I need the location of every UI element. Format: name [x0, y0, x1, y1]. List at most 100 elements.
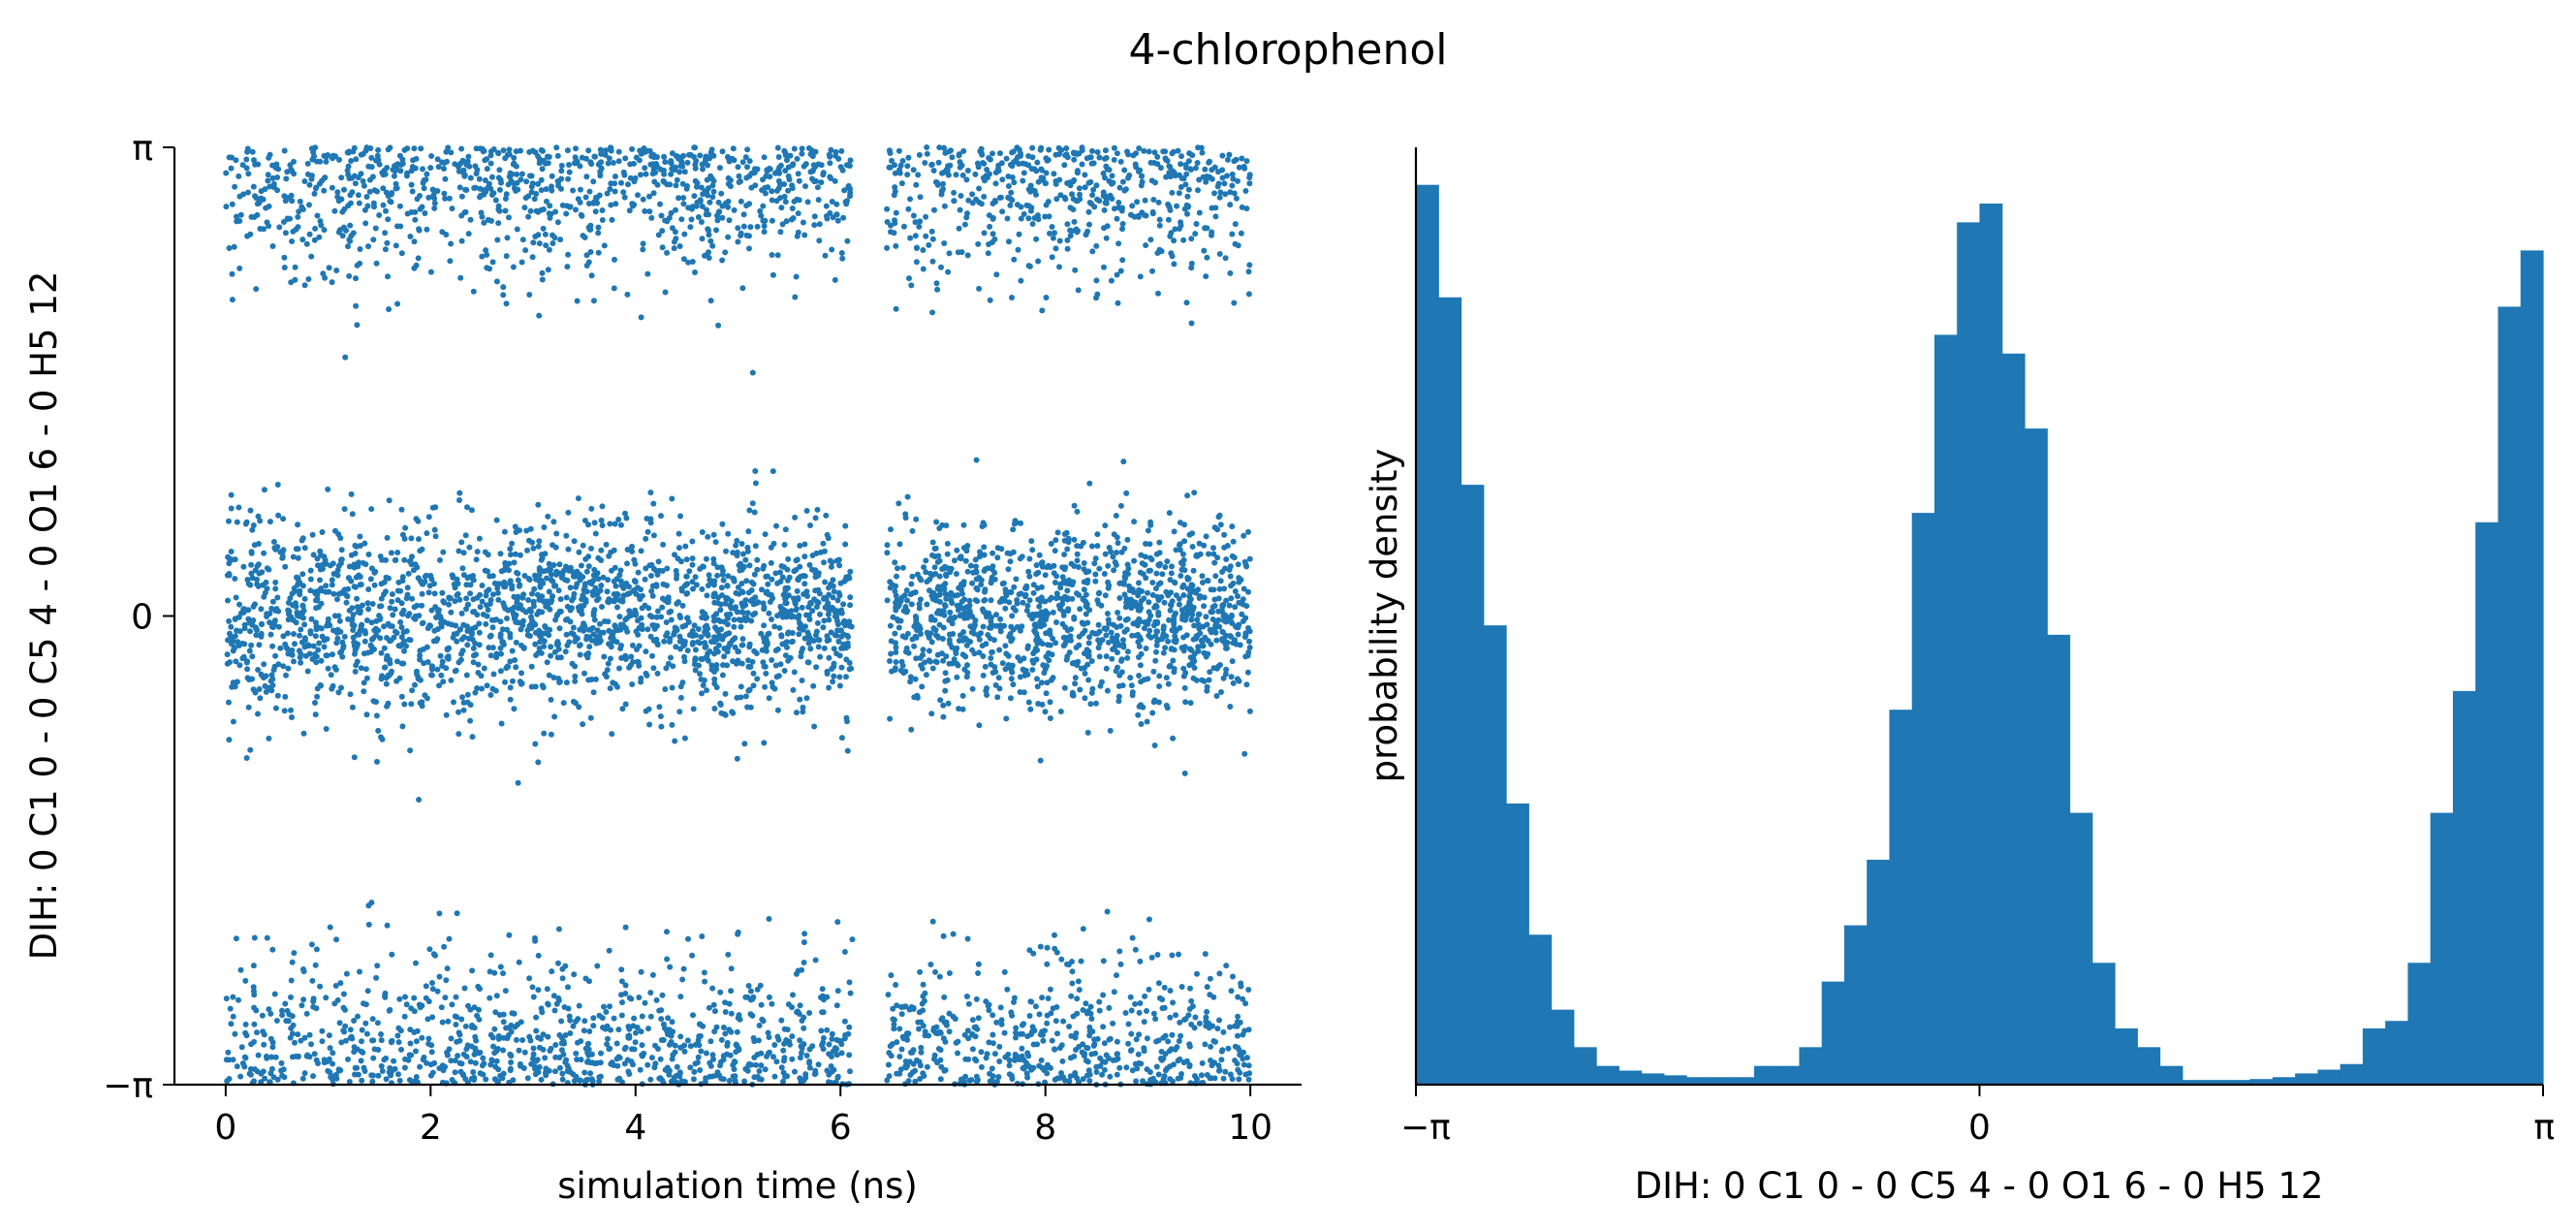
scatter-point	[410, 189, 416, 195]
scatter-point	[428, 153, 434, 159]
scatter-point	[958, 193, 964, 199]
scatter-point	[416, 255, 422, 261]
scatter-point	[1103, 200, 1109, 205]
scatter-point	[373, 975, 379, 981]
scatter-point	[330, 582, 335, 587]
scatter-point	[405, 613, 411, 618]
scatter-point	[254, 1029, 260, 1035]
scatter-point	[371, 201, 377, 206]
scatter-point	[912, 1068, 918, 1074]
scatter-point	[557, 625, 563, 631]
scatter-point	[371, 698, 377, 704]
scatter-point	[778, 1018, 784, 1024]
scatter-point	[1169, 190, 1175, 196]
scatter-point	[1229, 613, 1235, 618]
scatter-point	[979, 201, 985, 206]
scatter-point	[404, 171, 410, 176]
scatter-point	[491, 1050, 497, 1056]
scatter-point	[1239, 231, 1244, 237]
scatter-point	[744, 146, 750, 152]
scatter-point	[365, 164, 371, 170]
scatter-point	[1212, 205, 1218, 210]
scatter-point	[829, 1036, 834, 1042]
scatter-point	[466, 545, 472, 551]
scatter-point	[555, 153, 561, 159]
scatter-point	[364, 194, 370, 200]
scatter-point	[927, 648, 932, 654]
scatter-point	[1102, 174, 1108, 180]
scatter-point	[1120, 221, 1126, 227]
scatter-point	[691, 1069, 697, 1075]
scatter-point	[667, 610, 673, 616]
scatter-point	[1164, 558, 1170, 564]
scatter-point	[824, 995, 830, 1000]
scatter-point	[840, 601, 846, 607]
scatter-point	[1103, 632, 1109, 638]
scatter-point	[835, 218, 841, 224]
scatter-point	[556, 587, 562, 593]
scatter-point	[1147, 1069, 1153, 1075]
scatter-point	[586, 1047, 592, 1053]
scatter-point	[1225, 543, 1231, 549]
scatter-point	[565, 252, 571, 258]
scatter-point	[725, 205, 731, 210]
scatter-point	[648, 573, 654, 579]
scatter-point	[345, 1057, 351, 1062]
scatter-point	[557, 237, 563, 242]
scatter-point	[1031, 628, 1037, 634]
scatter-point	[1011, 179, 1017, 185]
scatter-point	[224, 1078, 230, 1084]
scatter-point	[247, 648, 253, 654]
scatter-point	[804, 508, 810, 514]
scatter-point	[1166, 617, 1172, 623]
scatter-point	[1128, 995, 1134, 1000]
scatter-point	[954, 571, 959, 577]
scatter-point	[969, 629, 975, 635]
scatter-point	[754, 650, 760, 656]
scatter-point	[797, 1075, 802, 1081]
scatter-point	[1071, 615, 1077, 620]
scatter-point	[1052, 1047, 1057, 1053]
scatter-point	[792, 1069, 798, 1075]
scatter-point	[1230, 1076, 1236, 1082]
scatter-point	[341, 992, 347, 997]
scatter-point	[936, 144, 942, 150]
scatter-point	[1124, 627, 1130, 633]
scatter-point	[1021, 170, 1027, 175]
scatter-point	[650, 665, 656, 671]
scatter-point	[327, 1032, 332, 1038]
scatter-point	[839, 1050, 845, 1056]
scatter-point	[462, 986, 468, 992]
scatter-point	[598, 583, 604, 588]
scatter-point	[472, 690, 478, 696]
scatter-point	[314, 598, 320, 604]
scatter-point	[909, 574, 915, 580]
scatter-point	[1052, 946, 1057, 952]
scatter-point	[698, 1033, 704, 1039]
scatter-points	[223, 144, 1253, 1088]
scatter-point	[453, 622, 458, 628]
scatter-point	[545, 514, 550, 520]
scatter-point	[892, 220, 897, 226]
scatter-point	[247, 747, 253, 753]
scatter-point	[1218, 689, 1224, 695]
scatter-point	[1118, 503, 1124, 509]
scatter-point	[496, 174, 502, 180]
scatter-point	[1222, 566, 1228, 572]
scatter-point	[773, 1058, 779, 1064]
scatter-point	[1086, 481, 1092, 487]
scatter-point	[360, 603, 365, 609]
scatter-point	[902, 511, 908, 517]
scatter-point	[1231, 300, 1237, 306]
scatter-point	[714, 684, 720, 690]
scatter-point	[295, 1031, 300, 1037]
scatter-point	[1070, 690, 1076, 696]
scatter-point	[436, 910, 442, 916]
scatter-point	[629, 1046, 635, 1052]
scatter-point	[735, 756, 740, 762]
scatter-point	[406, 571, 412, 577]
scatter-point	[826, 655, 832, 661]
scatter-point	[232, 1031, 237, 1037]
scatter-point	[608, 656, 613, 662]
